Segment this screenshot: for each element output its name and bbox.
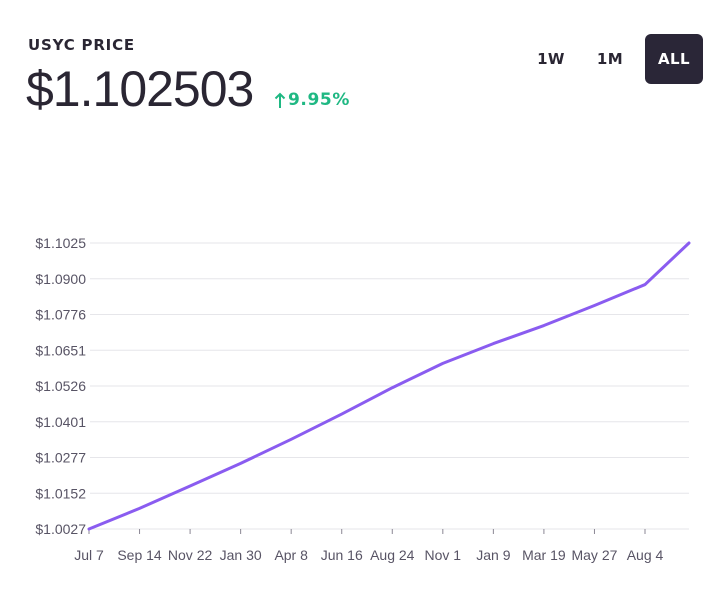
x-tick-label: Apr 8 (274, 547, 308, 563)
x-tick-label: Mar 19 (522, 547, 566, 563)
range-1w-button[interactable]: 1W (537, 50, 565, 68)
y-tick-label: $1.0401 (35, 414, 86, 430)
x-tick-label: Jan 9 (476, 547, 510, 563)
y-tick-label: $1.0152 (35, 485, 86, 501)
price-change: 9.95% (274, 90, 350, 110)
chart-grid (90, 242, 689, 530)
x-tick-label: Aug 4 (627, 547, 664, 563)
price-line (87, 241, 691, 531)
arrow-up-icon (274, 92, 286, 108)
range-all-button[interactable]: ALL (645, 34, 703, 84)
y-tick-label: $1.0776 (35, 307, 86, 323)
x-axis: Jul 7 Sep 14 Nov 22 Jan 30 Apr 8 Jun 16 Aug 24… (74, 529, 664, 563)
y-tick-label: $1.0526 (35, 378, 86, 394)
y-tick-label: $1.0027 (35, 521, 86, 537)
x-tick-label: Nov 1 (425, 547, 462, 563)
y-tick-label: $1.0277 (35, 450, 86, 466)
x-tick-label: Nov 22 (168, 547, 213, 563)
price-change-value: 9.95% (288, 90, 350, 110)
x-tick-label: Jan 30 (220, 547, 262, 563)
y-tick-label: $1.0651 (35, 342, 86, 358)
price-label: USYC PRICE (28, 36, 135, 54)
y-tick-label: $1.1025 (35, 235, 86, 251)
x-tick-label: Jul 7 (74, 547, 104, 563)
range-1m-button[interactable]: 1M (596, 50, 624, 68)
x-tick-label: Jun 16 (321, 547, 363, 563)
current-price: $1.102503 (26, 61, 254, 117)
y-axis: $1.1025 $1.0900 $1.0776 $1.0651 $1.0526 $1.04… (35, 235, 86, 537)
x-tick-label: Aug 24 (370, 547, 415, 563)
x-tick-label: Sep 14 (117, 547, 162, 563)
x-tick-label: May 27 (571, 547, 617, 563)
y-tick-label: $1.0900 (35, 271, 86, 287)
